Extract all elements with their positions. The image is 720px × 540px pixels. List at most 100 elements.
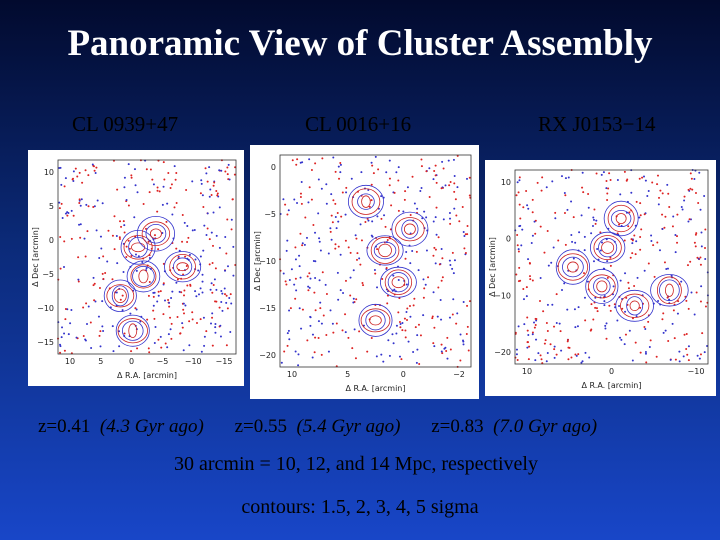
galaxy-dot [340,215,343,218]
galaxy-dot [153,317,156,320]
redshift: z=0.83 [431,416,484,437]
galaxy-dot [202,205,205,208]
galaxy-dot [440,350,443,353]
galaxy-dot [78,171,81,174]
contour [347,184,384,219]
galaxy-dot [169,316,172,319]
galaxy-dot [199,318,202,321]
galaxy-dot [362,284,365,287]
contour [395,217,425,242]
galaxy-dot [540,189,543,192]
galaxy-dot [195,322,198,325]
galaxy-dot [120,225,123,228]
galaxy-dot [459,333,462,336]
galaxy-dot [360,239,363,242]
galaxy-dot [288,278,291,281]
contour [121,320,144,341]
scale-note: 30 arcmin = 10, 12, and 14 Mpc, respecti… [174,453,538,475]
contour [588,274,616,299]
contour [598,237,618,258]
galaxy-dot [440,343,443,346]
galaxy-dot [403,198,406,201]
galaxy-dot [624,333,627,336]
galaxy-dot [299,276,302,279]
galaxy-dot [687,188,690,191]
contour [384,269,413,295]
galaxy-dot [337,245,340,248]
y-tick-label: 0 [49,236,54,245]
x-tick-label: 0 [129,357,134,366]
galaxy-dot [189,283,192,286]
galaxy-dot [574,353,577,356]
galaxy-dot [628,211,631,214]
galaxy-dot [335,227,338,230]
galaxy-dot [572,257,575,260]
galaxy-dot [445,349,448,352]
galaxy-dot [453,207,456,210]
galaxy-dot [152,295,155,298]
galaxy-dot [453,259,456,262]
galaxy-dot [639,202,642,205]
galaxy-dot [687,307,690,310]
galaxy-dot [631,242,634,245]
galaxy-dot [230,228,233,231]
galaxy-dot [79,223,82,226]
contour [593,235,622,261]
galaxy-dot [175,281,178,284]
galaxy-dot [440,187,443,190]
galaxy-dot [425,170,428,173]
galaxy-dot [609,264,612,267]
galaxy-dot [700,245,703,248]
galaxy-dot [604,327,607,330]
galaxy-dot [211,316,214,319]
galaxy-dot [350,177,353,180]
galaxy-dot [594,306,597,309]
contour [128,323,138,339]
galaxy-dot [336,271,339,274]
y-tick-label: −10 [259,257,276,266]
galaxy-dot [699,300,702,303]
galaxy-dot [221,292,224,295]
galaxy-dot [553,345,556,348]
galaxy-dot [182,312,185,315]
galaxy-dot [83,237,86,240]
galaxy-dot [441,352,444,355]
galaxy-dot [553,325,556,328]
galaxy-dot [301,242,304,245]
galaxy-dot [413,202,416,205]
galaxy-dot [546,330,549,333]
galaxy-dot [364,221,367,224]
galaxy-dot [287,329,290,332]
galaxy-dot [670,274,673,277]
contour [593,277,611,296]
galaxy-dot [167,299,170,302]
galaxy-dot [444,346,447,349]
galaxy-dot [158,190,161,193]
galaxy-dot [334,247,337,250]
galaxy-dot [123,186,126,189]
galaxy-dot [78,201,81,204]
galaxy-dot [406,186,409,189]
galaxy-dot [355,237,358,240]
galaxy-dot [537,352,540,355]
galaxy-dot [639,214,642,217]
galaxy-dot [606,260,609,263]
galaxy-dot [603,304,606,307]
galaxy-dot [181,322,184,325]
galaxy-dot [518,225,521,228]
galaxy-dot [299,196,302,199]
galaxy-dot [320,353,323,356]
galaxy-dot [371,235,374,238]
galaxy-dot [309,277,312,280]
galaxy-dot [453,182,456,185]
galaxy-dot [286,239,289,242]
galaxy-dot [667,339,670,342]
galaxy-dot [159,335,162,338]
galaxy-dot [650,240,653,243]
galaxy-dot [98,257,101,260]
galaxy-dot [162,185,165,188]
galaxy-dot [225,301,228,304]
galaxy-dot [664,215,667,218]
galaxy-dot [199,192,202,195]
galaxy-dot [531,279,534,282]
